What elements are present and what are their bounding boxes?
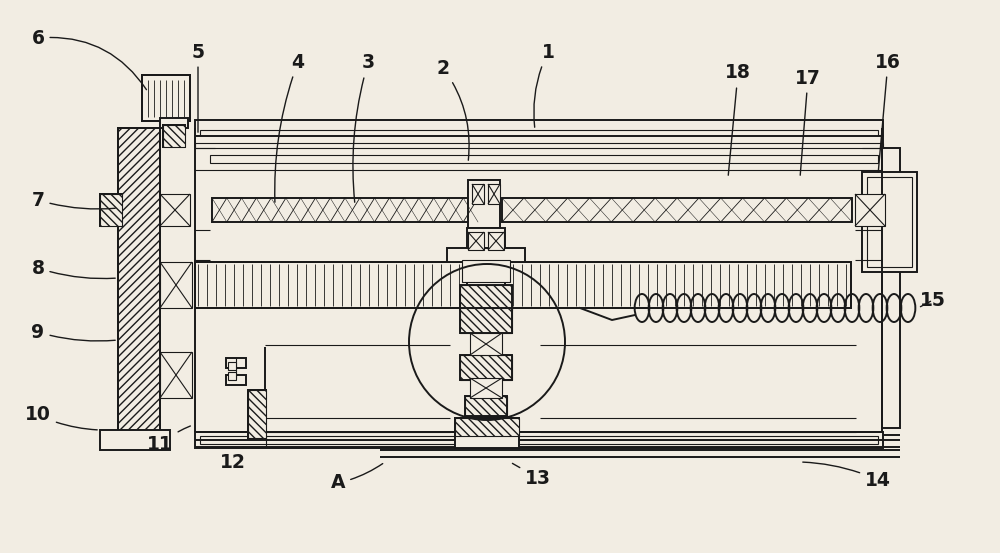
Bar: [160, 194, 190, 226]
Bar: [455, 418, 519, 436]
Bar: [462, 260, 510, 282]
Bar: [195, 432, 883, 448]
Text: 13: 13: [512, 463, 551, 488]
Text: 5: 5: [192, 43, 205, 132]
Bar: [867, 177, 912, 267]
Bar: [855, 194, 885, 226]
Bar: [460, 308, 512, 333]
Bar: [195, 143, 883, 148]
Text: 7: 7: [32, 190, 115, 210]
Text: 6: 6: [32, 29, 146, 90]
Bar: [467, 228, 505, 296]
Bar: [210, 155, 878, 163]
Bar: [195, 262, 851, 308]
Bar: [488, 232, 504, 250]
Bar: [470, 378, 502, 398]
Bar: [455, 418, 519, 436]
Text: 9: 9: [31, 322, 115, 342]
Bar: [160, 118, 188, 128]
Text: A: A: [331, 463, 383, 493]
Text: 11: 11: [147, 426, 190, 455]
Bar: [200, 130, 878, 138]
Bar: [100, 194, 122, 226]
Text: 16: 16: [875, 53, 901, 172]
Text: 18: 18: [725, 64, 751, 175]
Bar: [163, 125, 185, 147]
Bar: [248, 390, 266, 438]
Bar: [882, 148, 900, 428]
Text: 14: 14: [803, 462, 891, 489]
Bar: [212, 198, 478, 222]
Bar: [228, 362, 236, 370]
Bar: [163, 125, 185, 147]
Bar: [100, 430, 170, 450]
Text: 12: 12: [220, 447, 246, 472]
Bar: [195, 262, 851, 308]
Bar: [142, 75, 190, 121]
Text: 15: 15: [920, 290, 946, 310]
Bar: [195, 136, 883, 146]
Bar: [460, 355, 512, 380]
Bar: [447, 248, 525, 262]
Bar: [470, 333, 502, 355]
Bar: [248, 390, 266, 438]
Text: 4: 4: [275, 53, 304, 202]
Bar: [455, 418, 519, 436]
Bar: [502, 198, 852, 222]
Bar: [465, 396, 507, 416]
Bar: [200, 436, 878, 444]
Bar: [195, 120, 883, 136]
Bar: [472, 184, 484, 204]
Bar: [460, 285, 512, 310]
Bar: [228, 372, 236, 380]
Text: 10: 10: [25, 405, 97, 430]
Text: 2: 2: [436, 59, 469, 160]
Bar: [468, 232, 484, 250]
Text: 17: 17: [795, 69, 821, 175]
Bar: [488, 184, 500, 204]
Text: 8: 8: [32, 258, 115, 279]
Bar: [468, 180, 500, 228]
Bar: [160, 262, 192, 308]
Bar: [100, 194, 122, 226]
Bar: [118, 128, 160, 436]
Bar: [226, 358, 246, 368]
Bar: [862, 172, 917, 272]
Bar: [163, 125, 185, 147]
Bar: [460, 308, 512, 333]
Bar: [460, 355, 512, 380]
Bar: [455, 434, 519, 448]
Bar: [460, 285, 512, 310]
Bar: [248, 390, 266, 438]
Bar: [142, 75, 190, 121]
Text: 3: 3: [353, 54, 375, 202]
Bar: [100, 194, 122, 226]
Text: 1: 1: [534, 43, 554, 127]
Bar: [465, 396, 507, 416]
Bar: [118, 128, 160, 436]
Bar: [226, 375, 246, 385]
Bar: [160, 352, 192, 398]
